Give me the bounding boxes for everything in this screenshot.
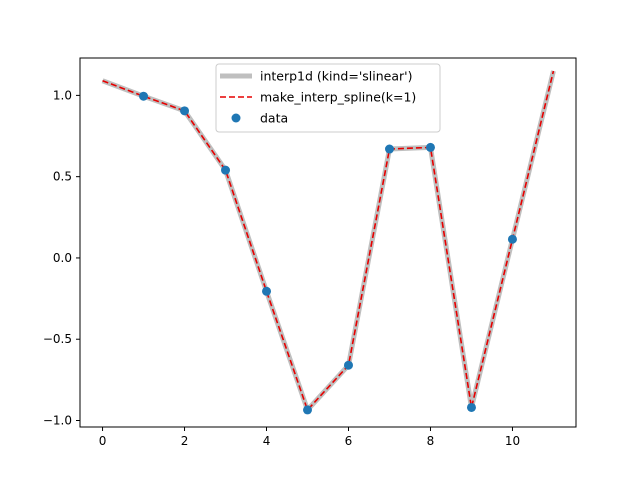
plot-layer (101, 70, 556, 415)
data-point (507, 234, 517, 244)
legend: interp1d (kind='slinear') make_interp_spl… (215, 63, 441, 133)
data-point (343, 360, 353, 370)
y-tick-label: −0.5 (43, 332, 72, 346)
x-tick-label: 8 (427, 434, 435, 448)
data-point (262, 286, 272, 296)
legend-box (215, 63, 441, 133)
legend-label: make_interp_spline(k=1) (260, 90, 416, 105)
x-tick-label: 6 (345, 434, 353, 448)
y-tick-label: 0.5 (53, 170, 72, 184)
legend-label: data (260, 111, 288, 126)
data-point (384, 144, 394, 154)
data-point (303, 405, 313, 415)
data-point (466, 402, 476, 412)
data-point (139, 91, 149, 101)
axis-layer: 0 2 4 6 8 10 −1.0 −0.5 0.0 0.5 1.0 (43, 88, 520, 448)
x-tick-label: 2 (181, 434, 189, 448)
x-tick-label: 4 (263, 434, 271, 448)
x-tick-label: 10 (505, 434, 520, 448)
data-point (221, 165, 231, 175)
series-line-make-interp-spline (102, 70, 555, 412)
data-point (180, 106, 190, 116)
y-tick-label: 0.0 (53, 251, 72, 265)
plot-frame (79, 57, 577, 428)
legend-swatch-data (231, 113, 241, 123)
legend-label: interp1d (kind='slinear') (260, 69, 412, 84)
y-tick-label: −1.0 (43, 413, 72, 427)
data-point (425, 142, 435, 152)
x-tick-label: 0 (99, 434, 107, 448)
y-tick-label: 1.0 (53, 88, 72, 102)
